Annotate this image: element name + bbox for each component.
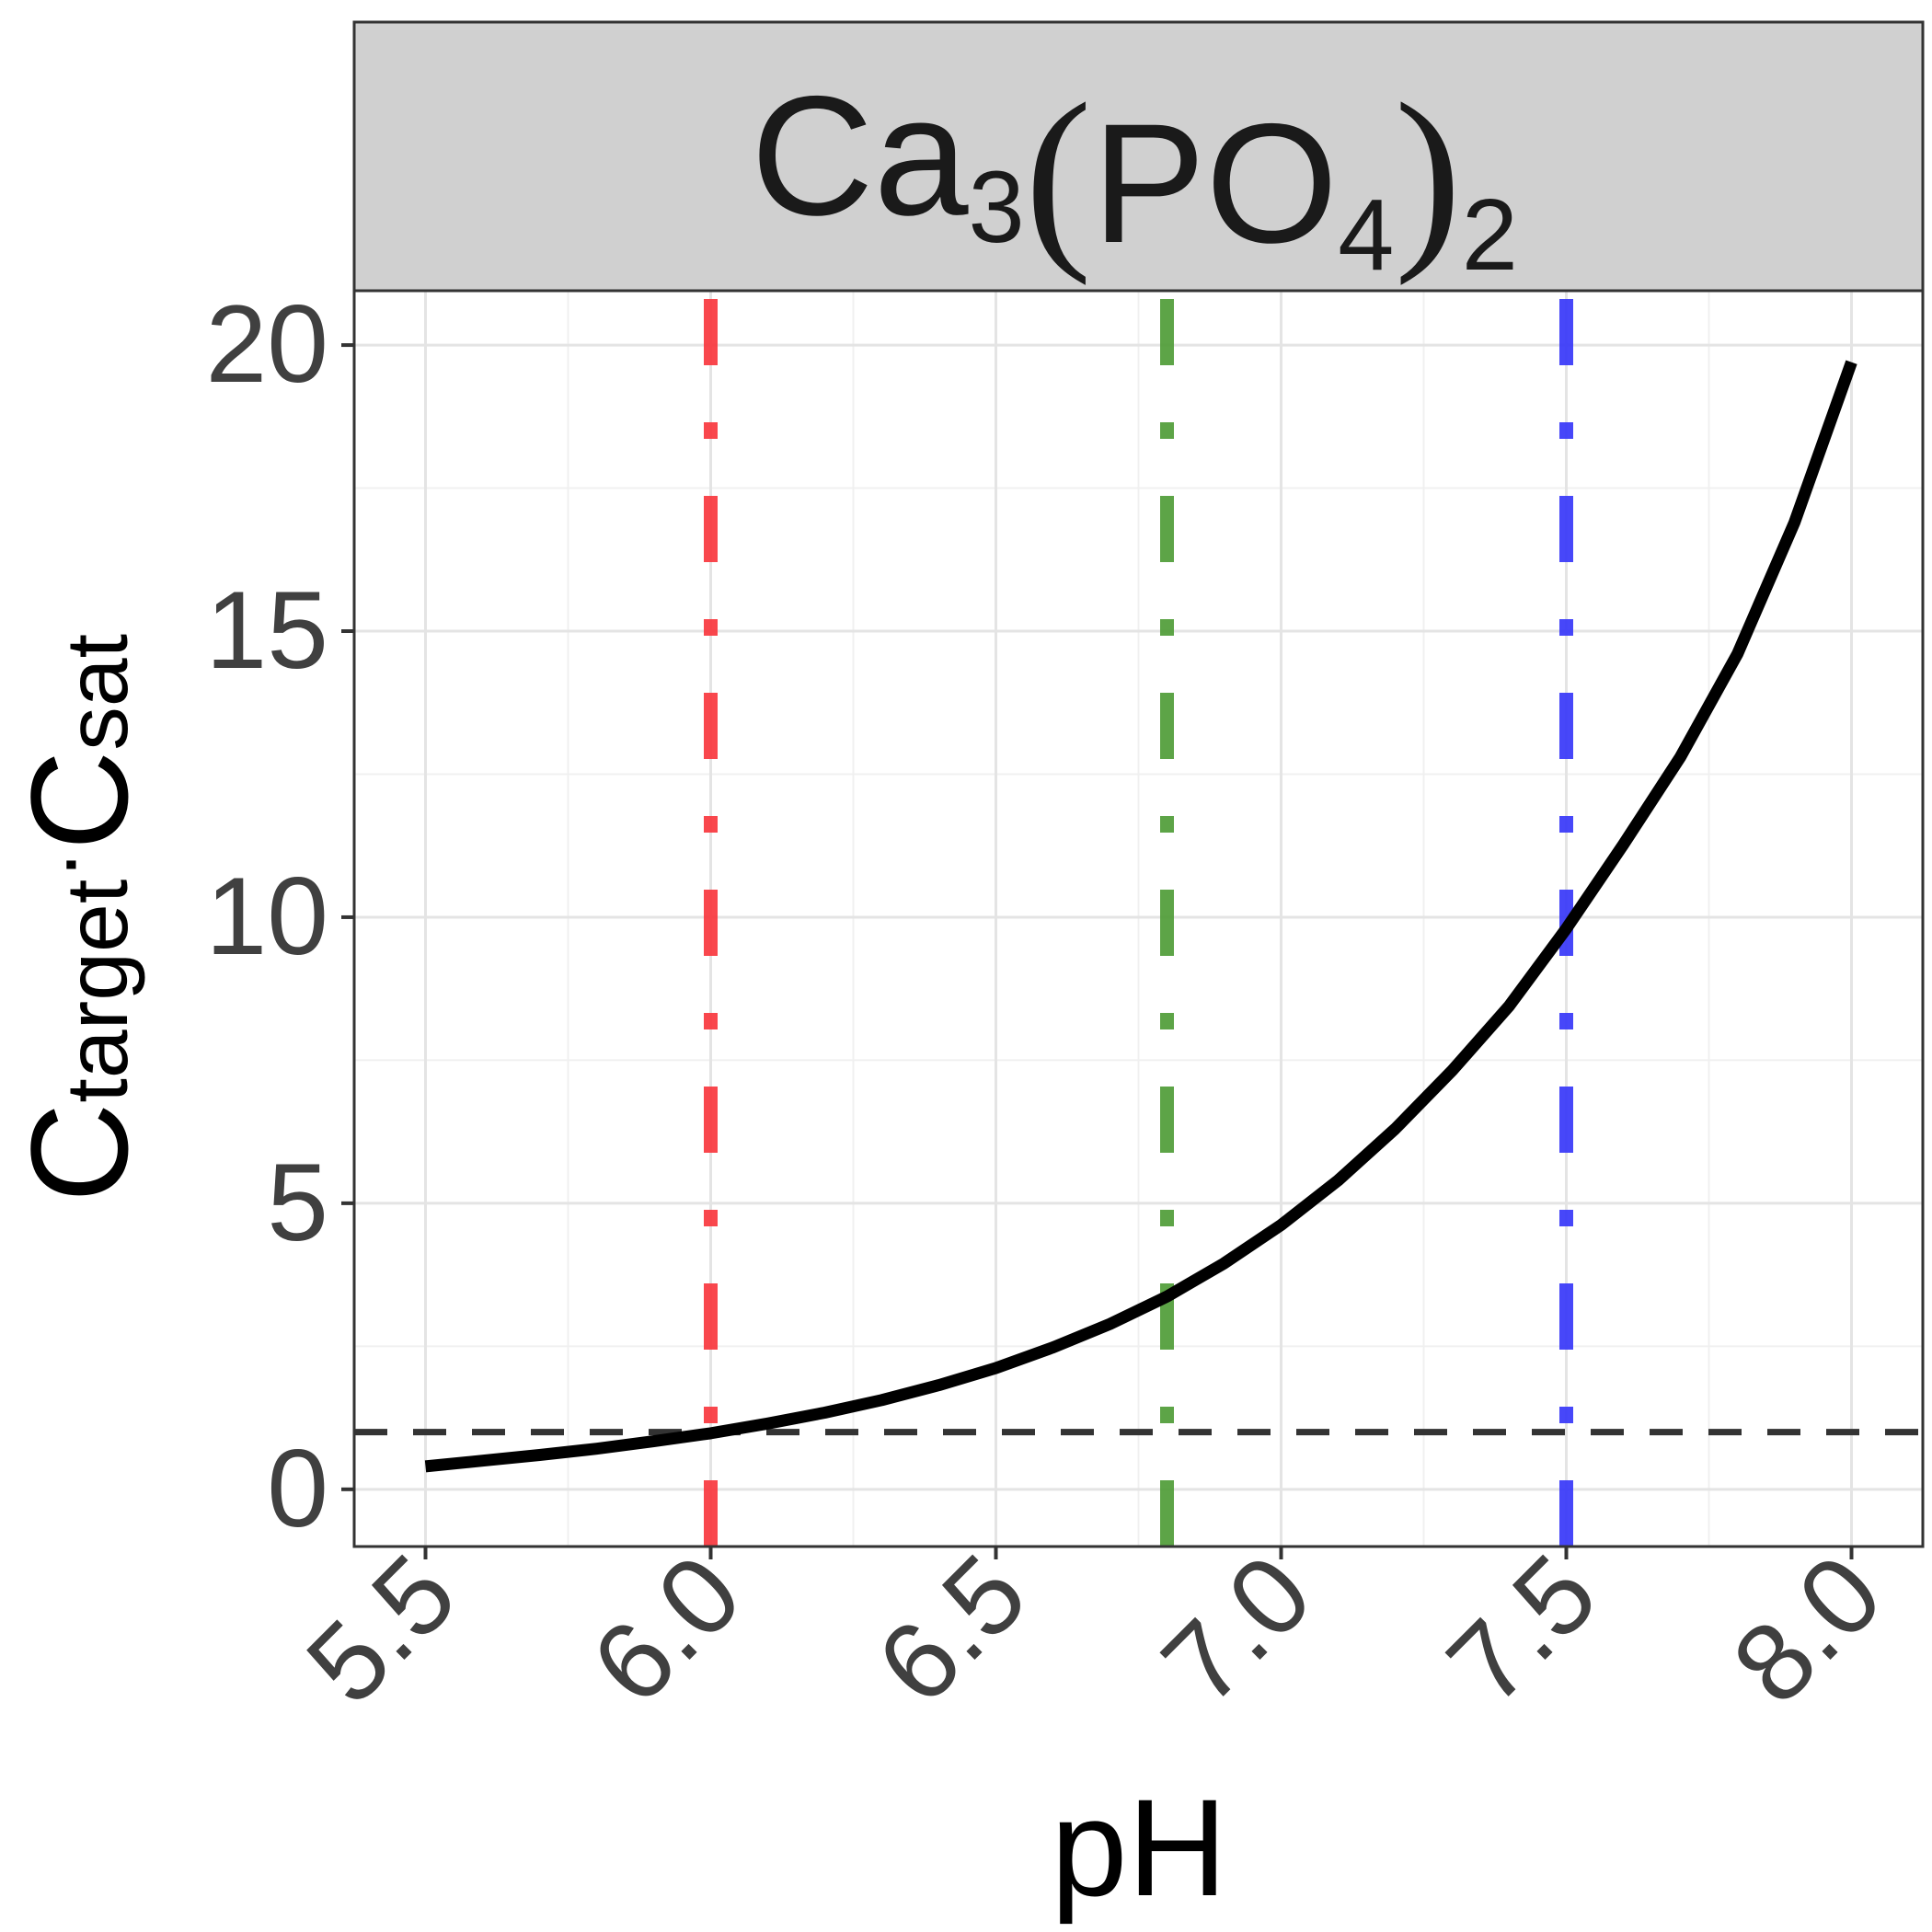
grid-minor (354, 291, 1923, 1547)
x-axis-title: pH (1051, 1770, 1227, 1925)
x-tick-label: 6.0 (569, 1532, 765, 1728)
x-tick-label: 7.5 (1424, 1532, 1620, 1728)
y-tick-label: 20 (206, 282, 328, 406)
series-line (424, 360, 1857, 1473)
y-axis: 0 5 10 15 20 (206, 282, 354, 1550)
y-tick-label: 10 (206, 855, 328, 978)
strip-header (352, 20, 1925, 293)
x-tick-label: 7.0 (1139, 1532, 1335, 1728)
y-axis-title: Ctarget·Csat (2, 634, 156, 1202)
x-tick-label: 5.5 (283, 1532, 479, 1728)
strip-title: Ca3(PO4)2 (751, 62, 1518, 292)
x-axis: 5.5 6.0 6.5 7.0 7.5 8.0 (283, 1532, 1905, 1728)
x-tick-label: 8.0 (1709, 1532, 1905, 1728)
y-tick-label: 15 (206, 569, 328, 692)
y-tick-label: 5 (267, 1141, 328, 1264)
plot-panel (352, 289, 1925, 1548)
series-layer (424, 360, 1857, 1473)
x-tick-label: 6.5 (854, 1532, 1050, 1728)
y-tick-label: 0 (267, 1427, 328, 1550)
